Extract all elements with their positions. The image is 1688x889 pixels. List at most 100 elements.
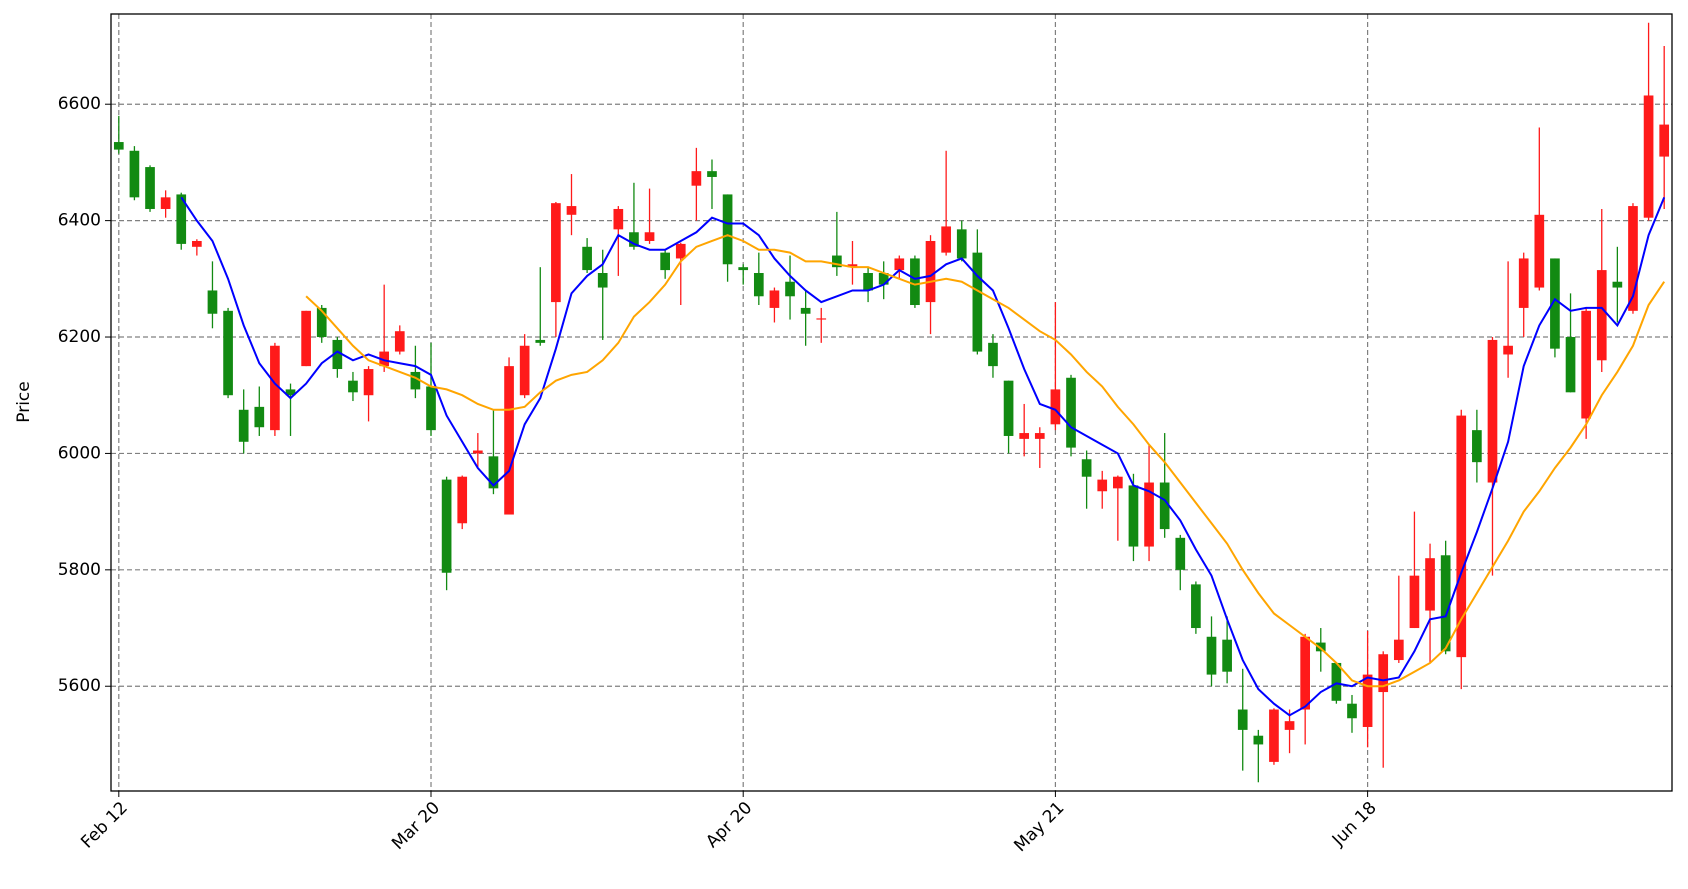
candle-body — [1534, 214, 1545, 288]
candle-body — [270, 345, 280, 431]
candle-body — [1050, 389, 1061, 425]
candle-body — [1518, 258, 1529, 308]
candle-body — [925, 240, 936, 303]
candle-body — [1487, 339, 1498, 483]
candle-body — [1128, 485, 1139, 547]
candle-body — [1581, 310, 1591, 419]
candle-body — [613, 208, 624, 230]
candle-body — [426, 386, 436, 431]
candle-body — [285, 389, 296, 396]
candle-body — [551, 203, 561, 303]
candle-body — [988, 342, 998, 367]
candle-body — [597, 273, 608, 288]
candle-body — [129, 150, 140, 198]
candle-body — [582, 246, 592, 271]
candle-body — [1034, 433, 1045, 439]
candle-body — [1331, 662, 1342, 701]
candle-body — [1159, 482, 1170, 530]
candle-body — [1315, 642, 1326, 652]
candle-body — [348, 380, 358, 393]
y-tick-label: 6000 — [58, 443, 101, 463]
candle-body — [441, 479, 452, 573]
candle-body — [832, 255, 842, 268]
candle-body — [1222, 639, 1232, 672]
plot-frame — [110, 13, 1673, 792]
candle-body — [488, 456, 499, 489]
candle-body — [254, 406, 265, 428]
candle-body — [1206, 636, 1217, 675]
y-tick-label: 5600 — [58, 676, 101, 696]
candle-body — [301, 310, 311, 367]
candle-body — [1409, 575, 1420, 629]
candle-body — [1175, 537, 1186, 570]
candle-body — [504, 366, 514, 515]
candle-body — [1300, 636, 1311, 710]
candle-body — [1237, 709, 1248, 730]
candle-body — [1144, 482, 1154, 547]
candle-body — [1362, 674, 1373, 727]
candle-body — [1643, 95, 1654, 218]
candle-body — [894, 258, 905, 271]
candle-body — [1284, 721, 1295, 730]
candle-body — [629, 232, 639, 247]
candle-body — [644, 232, 655, 241]
candle-body — [410, 371, 421, 390]
candle-body — [332, 339, 343, 370]
candle-body — [192, 240, 202, 247]
candle-body — [1472, 430, 1482, 463]
y-tick-label: 6600 — [58, 94, 101, 114]
candle-body — [566, 206, 577, 215]
candle-body — [1425, 558, 1435, 611]
candle-body — [956, 229, 967, 259]
candle-body — [1378, 654, 1389, 693]
candle-body — [863, 273, 873, 291]
candle-body — [1066, 377, 1076, 448]
candle-body — [738, 267, 749, 271]
candle-body — [363, 369, 374, 396]
candle-body — [1019, 433, 1030, 439]
candle-body — [160, 197, 171, 209]
candle-body — [1081, 459, 1092, 477]
candle-body — [113, 142, 124, 150]
y-axis-label: Price — [14, 381, 34, 422]
y-tick-label: 6200 — [58, 327, 101, 347]
candle-body — [1253, 735, 1264, 745]
candle-body — [816, 318, 827, 320]
candle-body — [1659, 124, 1670, 157]
candle-body — [1456, 415, 1467, 658]
y-tick-label: 5800 — [58, 560, 101, 580]
candle-body — [1393, 639, 1404, 661]
candle-body — [1113, 476, 1123, 489]
candle-body — [785, 281, 795, 297]
candle-body — [1097, 479, 1108, 492]
candle-body — [1550, 258, 1560, 349]
candle-body — [1565, 337, 1576, 393]
candle-body — [1612, 281, 1623, 288]
y-tick-label: 6400 — [58, 211, 101, 231]
candle-body — [1628, 206, 1638, 311]
candle-body — [1003, 380, 1014, 436]
candle-body — [457, 476, 468, 524]
candle-body — [800, 307, 811, 314]
candle-body — [660, 252, 670, 271]
candle-body — [769, 290, 780, 308]
candle-body — [675, 243, 686, 259]
candle-body — [1503, 345, 1513, 355]
candle-body — [238, 409, 249, 442]
candle-body — [394, 331, 405, 352]
candle-body — [379, 351, 390, 367]
candle-body — [207, 290, 218, 314]
candle-body — [1269, 709, 1279, 762]
candle-body — [145, 167, 155, 209]
candle-body — [472, 450, 483, 454]
candle-body — [1440, 555, 1451, 652]
candle-body — [1347, 703, 1357, 719]
candle-body — [176, 194, 187, 244]
candle-body — [722, 194, 733, 265]
candle-body — [847, 264, 858, 268]
candle-body — [519, 345, 530, 396]
moving-average-line — [305, 234, 1666, 688]
candle-body — [316, 307, 327, 338]
